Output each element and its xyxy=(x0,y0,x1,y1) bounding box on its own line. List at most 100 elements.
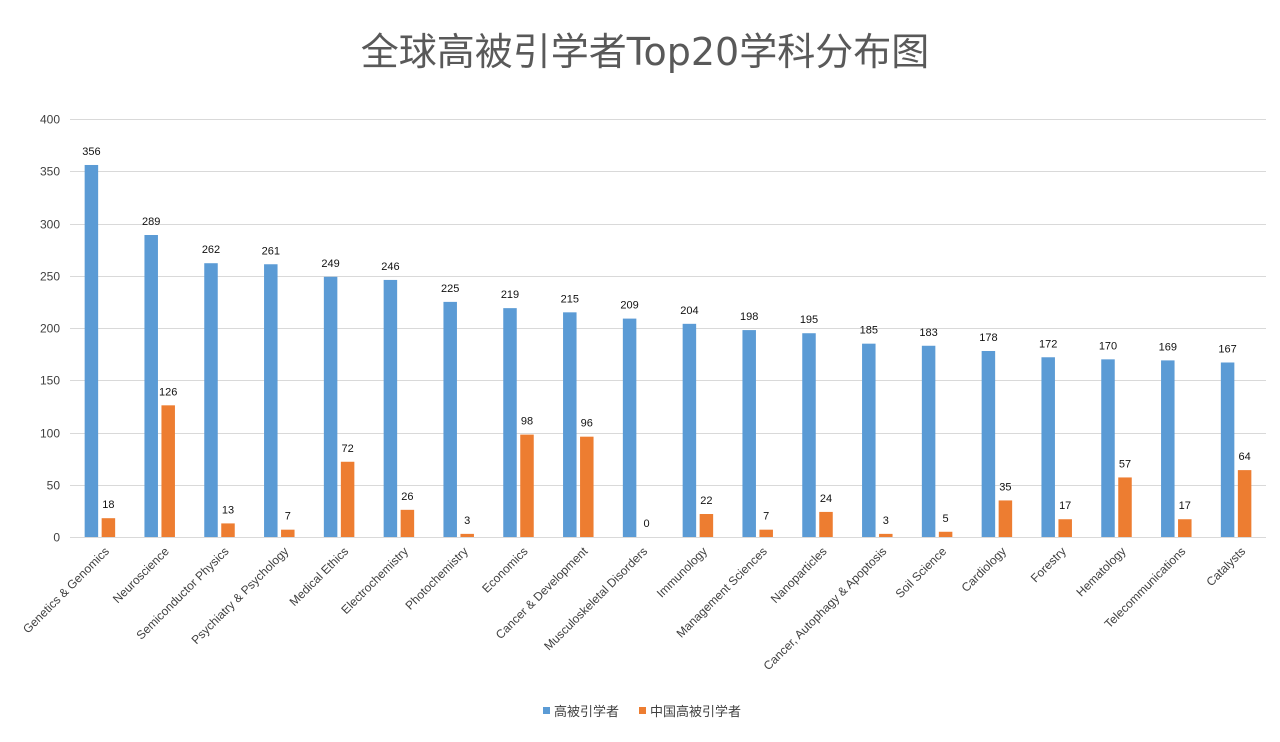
bar-series-0-cat-3 xyxy=(264,264,278,537)
data-label-series-1-cat-10: 22 xyxy=(700,495,712,507)
x-category-label: Cancer, Autophagy & Apoptosis xyxy=(761,544,890,673)
data-label-series-0-cat-12: 195 xyxy=(800,314,818,326)
bar-series-0-cat-6 xyxy=(443,301,457,538)
data-label-series-0-cat-15: 178 xyxy=(979,332,997,344)
data-label-series-0-cat-8: 215 xyxy=(561,293,579,305)
x-category-label: Cardiology xyxy=(959,544,1009,594)
x-category-label: Hematology xyxy=(1073,544,1128,599)
bar-series-0-cat-18 xyxy=(1161,360,1175,537)
data-label-series-1-cat-17: 57 xyxy=(1119,458,1131,470)
legend-swatch-series-1 xyxy=(639,707,646,714)
x-category-label: Economics xyxy=(479,544,530,595)
data-label-series-0-cat-7: 219 xyxy=(501,289,519,301)
bar-series-1-cat-14 xyxy=(938,531,953,537)
data-label-series-0-cat-5: 246 xyxy=(381,261,399,273)
legend-swatch-series-0 xyxy=(543,707,550,714)
bar-series-1-cat-12 xyxy=(819,511,833,537)
x-category-label: Immunology xyxy=(654,544,710,600)
x-category-label: Nanoparticles xyxy=(768,544,830,606)
data-label-series-0-cat-16: 172 xyxy=(1039,338,1057,350)
bar-series-1-cat-0 xyxy=(101,518,116,537)
bar-series-0-cat-11 xyxy=(742,330,756,537)
chart-title: 全球高被引学者Top20学科分布图 xyxy=(361,30,929,74)
bar-series-1-cat-3 xyxy=(281,529,295,537)
bar-series-0-cat-2 xyxy=(204,263,218,537)
bar-series-0-cat-9 xyxy=(622,318,637,537)
bar-series-0-cat-4 xyxy=(323,276,338,537)
y-tick-label: 300 xyxy=(40,218,60,232)
data-label-series-0-cat-11: 198 xyxy=(740,311,758,323)
y-tick-label: 150 xyxy=(40,374,60,388)
legend: 高被引学者 中国高被引学者 xyxy=(543,704,741,720)
legend-label-series-0: 高被引学者 xyxy=(554,704,619,720)
x-category-label: Neuroscience xyxy=(110,544,172,606)
bar-series-1-cat-17 xyxy=(1118,477,1132,537)
bar-series-0-cat-12 xyxy=(802,333,816,537)
x-category-label: Psychiatry & Psychology xyxy=(189,544,292,647)
data-label-series-0-cat-1: 289 xyxy=(142,216,160,228)
y-axis-ticks: 0 50 100 150 200 250 300 350 400 xyxy=(40,113,60,545)
data-label-series-1-cat-9: 0 xyxy=(644,518,650,530)
y-tick-label: 250 xyxy=(40,270,60,284)
bar-series-0-cat-13 xyxy=(862,343,876,537)
y-tick-label: 400 xyxy=(40,113,60,127)
data-label-series-1-cat-0: 18 xyxy=(102,499,114,511)
data-label-series-0-cat-19: 167 xyxy=(1218,343,1236,355)
bar-series-1-cat-11 xyxy=(759,529,773,537)
x-category-label: Genetics & Genomics xyxy=(20,544,112,636)
bar-series-1-cat-5 xyxy=(400,509,415,537)
data-label-series-1-cat-1: 126 xyxy=(159,386,177,398)
bar-series-1-cat-16 xyxy=(1058,519,1072,537)
bar-series-0-cat-10 xyxy=(682,323,697,537)
bar-series-1-cat-13 xyxy=(879,533,893,537)
data-label-series-0-cat-6: 225 xyxy=(441,283,459,295)
data-label-series-1-cat-5: 26 xyxy=(401,491,413,503)
data-label-series-0-cat-0: 356 xyxy=(82,146,100,158)
data-label-series-0-cat-13: 185 xyxy=(860,325,878,337)
bar-series-1-cat-4 xyxy=(340,461,355,537)
data-label-series-1-cat-4: 72 xyxy=(341,443,353,455)
bar-series-0-cat-0 xyxy=(84,164,99,538)
data-label-series-0-cat-18: 169 xyxy=(1159,341,1177,353)
data-label-series-1-cat-18: 17 xyxy=(1179,500,1191,512)
bar-series-1-cat-6 xyxy=(460,533,474,537)
y-tick-label: 350 xyxy=(40,165,60,179)
legend-label-series-1: 中国高被引学者 xyxy=(650,704,741,720)
x-category-label: Catalysts xyxy=(1203,544,1248,589)
bar-series-0-cat-15 xyxy=(981,350,996,537)
bar-series-1-cat-15 xyxy=(998,500,1013,537)
y-tick-label: 100 xyxy=(40,427,60,441)
data-label-series-1-cat-13: 3 xyxy=(883,515,889,527)
bar-series-0-cat-7 xyxy=(503,308,517,537)
y-tick-label: 50 xyxy=(47,479,61,493)
bar-series-1-cat-2 xyxy=(221,523,235,537)
data-label-series-1-cat-19: 64 xyxy=(1238,451,1250,463)
data-label-series-1-cat-8: 96 xyxy=(581,418,593,430)
bar-series-1-cat-10 xyxy=(699,514,714,537)
data-label-series-0-cat-10: 204 xyxy=(680,305,698,317)
data-label-series-0-cat-17: 170 xyxy=(1099,340,1117,352)
bar-series-1-cat-18 xyxy=(1178,519,1192,537)
x-category-label: Musculoskeletal Disorders xyxy=(541,544,650,653)
data-label-series-0-cat-9: 209 xyxy=(620,300,638,312)
y-tick-label: 0 xyxy=(53,531,60,545)
bar-series-1-cat-1 xyxy=(161,405,175,537)
y-tick-label: 200 xyxy=(40,322,60,336)
data-label-series-1-cat-2: 13 xyxy=(222,504,234,516)
bar-series-1-cat-8 xyxy=(580,436,594,537)
bar-series-0-cat-17 xyxy=(1101,359,1115,537)
bar-series-1-cat-19 xyxy=(1237,470,1252,537)
bar-series-0-cat-14 xyxy=(921,345,936,537)
data-label-series-1-cat-3: 7 xyxy=(285,511,291,523)
x-category-label: Forestry xyxy=(1028,544,1069,585)
x-axis-categories: Genetics & GenomicsNeuroscienceSemicondu… xyxy=(20,544,1248,673)
data-label-series-1-cat-16: 17 xyxy=(1059,500,1071,512)
data-label-series-1-cat-15: 35 xyxy=(999,481,1011,493)
x-category-label: Medical Ethics xyxy=(287,544,352,609)
x-category-label: Soil Science xyxy=(893,544,950,601)
data-label-series-1-cat-11: 7 xyxy=(763,511,769,523)
bars xyxy=(84,164,1252,538)
